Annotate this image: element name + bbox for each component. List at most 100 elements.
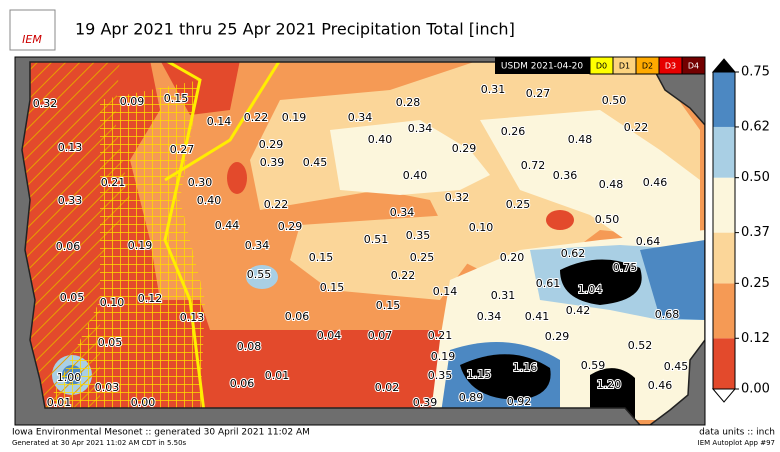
- station-value: 0.01: [265, 369, 290, 382]
- colorbar-tick-label: 0.00: [741, 382, 770, 397]
- station-value: 0.46: [648, 379, 673, 392]
- station-value: 0.10: [469, 221, 494, 234]
- station-value: 0.32: [33, 97, 58, 110]
- logo-box: [9, 9, 56, 51]
- logo: IEM: [22, 33, 42, 46]
- drought-border: [163, 62, 207, 421]
- map-frame: [14, 56, 706, 426]
- colorbar-segment: [713, 283, 735, 339]
- station-value: 1.04: [578, 283, 603, 296]
- station-value: 0.14: [207, 115, 232, 128]
- station-value: 0.19: [431, 350, 456, 363]
- station-value: 0.34: [477, 310, 502, 323]
- station-value: 0.31: [481, 83, 506, 96]
- colorbar-under: [711, 388, 737, 403]
- colorbar-segment: [713, 126, 735, 178]
- field-high: [330, 120, 490, 195]
- station-value: 0.12: [138, 292, 163, 305]
- station-value: 0.42: [566, 304, 591, 317]
- station-value: 0.00: [131, 396, 156, 409]
- station-value: 0.59: [581, 359, 606, 372]
- station-value: 0.09: [120, 95, 145, 108]
- station-value: 0.33: [58, 194, 83, 207]
- station-value: 0.05: [60, 291, 85, 304]
- colorbar-over: [711, 58, 737, 73]
- station-value: 0.50: [602, 94, 627, 107]
- colorbar-tick-label: 0.12: [741, 331, 770, 346]
- drought-d0: [40, 80, 205, 420]
- station-value: 0.26: [501, 125, 526, 138]
- station-value: 0.15: [376, 299, 401, 312]
- title: 19 Apr 2021 thru 25 Apr 2021 Precipitati…: [75, 20, 515, 39]
- station-value: 0.22: [244, 111, 269, 124]
- station-labels: 0.32 0.09 0.15 0.14 0.22 0.19 0.34 0.28 0.31 0.27…: [32, 82, 690, 410]
- station-value: 0.13: [180, 311, 205, 324]
- station-value: 0.21: [101, 176, 126, 189]
- station-value: 0.40: [197, 194, 222, 207]
- station-value: 0.75: [613, 261, 638, 274]
- station-value: 0.19: [282, 111, 307, 124]
- station-value: 0.35: [406, 229, 431, 242]
- legend-label: D3: [665, 62, 676, 71]
- station-value: 0.35: [428, 369, 453, 382]
- colorbar: 0.00 0.12 0.25 0.37 0.50 0.62 0.75: [711, 58, 770, 403]
- footer-right: data units :: inch: [699, 428, 775, 438]
- station-value: 0.45: [664, 360, 689, 373]
- station-value: 0.29: [259, 138, 284, 151]
- station-value: 0.21: [428, 329, 453, 342]
- colorbar-segment: [713, 338, 735, 389]
- station-value: 1.15: [467, 368, 492, 381]
- drought-legend: USDM 2021-04-20 D0 D1 D2 D3 D4: [495, 56, 706, 75]
- station-value: 0.48: [599, 178, 624, 191]
- field-low: [546, 210, 574, 230]
- station-value: 0.01: [47, 396, 72, 409]
- station-value: 0.34: [245, 239, 270, 252]
- footer-left-small: Generated at 30 Apr 2021 11:02 AM CDT in…: [12, 439, 187, 447]
- station-value: 1.00: [57, 371, 82, 384]
- station-value: 0.55: [247, 268, 272, 281]
- field-low: [227, 162, 247, 194]
- station-value: 0.40: [403, 169, 428, 182]
- station-value: 0.25: [410, 251, 435, 264]
- drought-border: [164, 62, 282, 182]
- station-value: 0.15: [164, 92, 189, 105]
- legend-label: D1: [619, 62, 630, 71]
- legend-label: D2: [642, 62, 653, 71]
- station-value: 0.10: [100, 296, 125, 309]
- station-value: 0.29: [452, 142, 477, 155]
- station-value: 0.22: [624, 121, 649, 134]
- field-high: [480, 110, 700, 250]
- station-value: 0.31: [491, 289, 516, 302]
- station-value: 0.41: [525, 310, 550, 323]
- station-value: 1.16: [513, 361, 538, 374]
- field-max: [560, 259, 642, 305]
- station-value: 0.06: [56, 240, 81, 253]
- legend-swatch: [681, 56, 706, 75]
- station-value: 0.68: [655, 308, 680, 321]
- station-value: 0.45: [303, 156, 328, 169]
- station-value: 0.72: [521, 159, 546, 172]
- station-value: 0.52: [628, 339, 653, 352]
- colorbar-tick-label: 0.62: [741, 119, 770, 134]
- state-border: [21, 61, 705, 425]
- station-value: 0.06: [230, 377, 255, 390]
- station-value: 0.34: [348, 111, 373, 124]
- colorbar-tick-label: 0.50: [741, 170, 770, 185]
- station-value: 0.29: [545, 330, 570, 343]
- station-value: 0.39: [413, 396, 438, 409]
- station-value: 0.03: [95, 381, 120, 394]
- state: [22, 62, 705, 425]
- station-value: 0.92: [507, 395, 532, 408]
- station-value: 0.20: [500, 251, 525, 264]
- station-value: 0.34: [408, 122, 433, 135]
- station-value: 0.15: [320, 281, 345, 294]
- footer-right-small: IEM Autoplot App #97: [698, 439, 775, 447]
- colorbar-frame: [712, 71, 736, 390]
- station-value: 0.27: [170, 143, 195, 156]
- colorbar-segment: [713, 232, 735, 284]
- station-value: 0.44: [215, 219, 240, 232]
- station-value: 0.34: [390, 206, 415, 219]
- colorbar-segment: [713, 72, 735, 127]
- station-value: 0.05: [98, 336, 123, 349]
